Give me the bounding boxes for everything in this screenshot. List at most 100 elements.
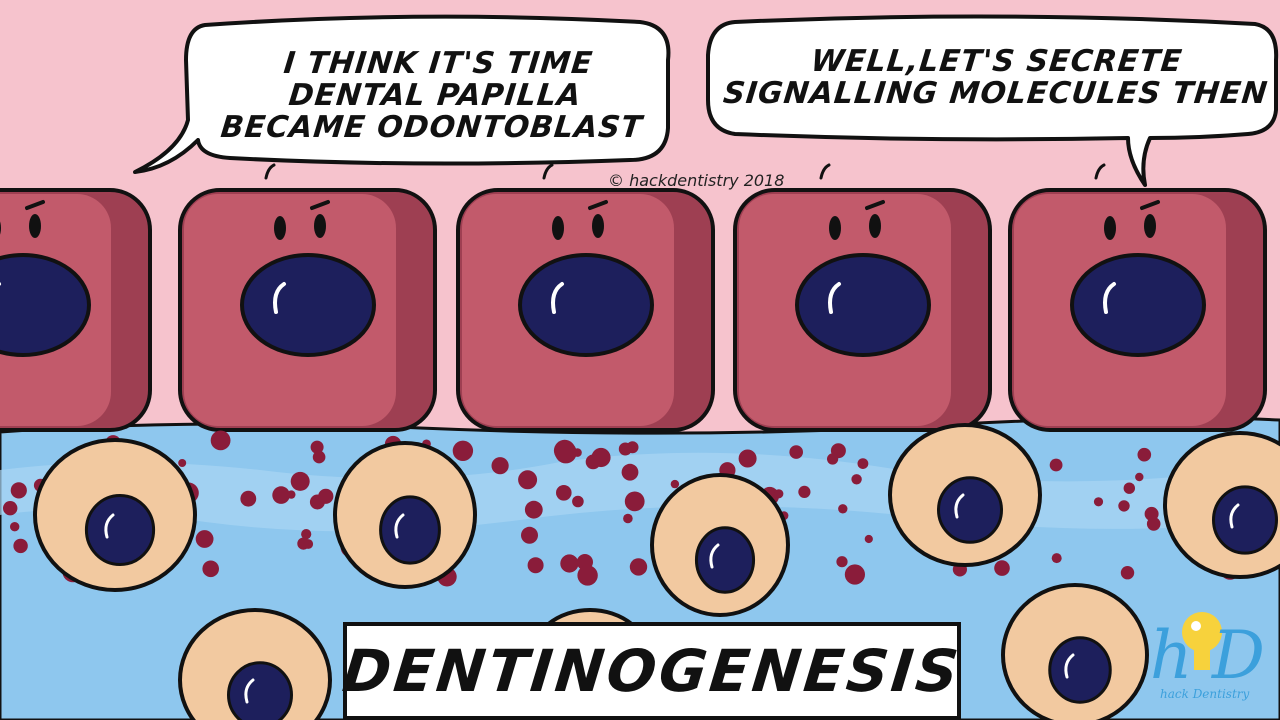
- dental-papilla-cells: [33, 423, 1280, 720]
- signal-molecule-dot: [577, 565, 598, 586]
- hair-tuft: [1094, 163, 1106, 180]
- lightbulb-base-icon: [1194, 650, 1210, 670]
- signal-molecule-dot: [857, 458, 869, 469]
- signal-molecule-dot: [195, 530, 214, 548]
- eye-left: [0, 221, 1, 235]
- signal-molecule-dot: [618, 442, 632, 456]
- signal-molecule-dot: [738, 449, 757, 468]
- nucleus-highlight: [394, 513, 405, 539]
- eyebrow: [310, 200, 330, 210]
- signal-molecule-dot: [1051, 553, 1062, 564]
- signal-molecule-dot: [838, 504, 848, 514]
- signal-molecule-dot: [301, 529, 312, 540]
- papilla-cell: [33, 438, 197, 592]
- hair-tuft: [264, 163, 276, 180]
- copyright-notice: © hackdentistry 2018: [608, 171, 785, 190]
- signal-molecule-dot: [572, 495, 584, 508]
- papilla-cell: [333, 441, 477, 589]
- signal-molecule-dot: [202, 560, 219, 578]
- signal-molecule-dot: [287, 490, 296, 499]
- papilla-nucleus: [694, 526, 756, 594]
- eye-left: [1104, 216, 1116, 240]
- signal-molecule-dot: [1146, 517, 1161, 531]
- signal-molecule-dot: [491, 457, 509, 475]
- signal-molecule-dot: [10, 522, 20, 532]
- signal-molecule-dot: [527, 557, 544, 574]
- lightbulb-highlight-icon: [1191, 621, 1201, 631]
- eyebrow: [25, 200, 45, 210]
- signal-molecule-dot: [851, 474, 862, 485]
- signal-molecule-dot: [1120, 566, 1135, 580]
- signal-molecule-dot: [798, 485, 811, 498]
- nucleus-highlight: [1229, 503, 1240, 529]
- signal-molecule-dot: [994, 560, 1010, 576]
- nucleus-highlight: [709, 543, 720, 569]
- signal-molecule-dot: [524, 500, 543, 519]
- papilla-cell: [178, 608, 332, 720]
- signal-molecule-dot: [670, 479, 680, 489]
- signal-molecule-dot: [297, 537, 310, 550]
- signal-molecule-dot: [240, 490, 257, 507]
- papilla-nucleus: [227, 661, 293, 720]
- speech-right-line-2: SIGNALLING MOLECULES THEN: [721, 76, 1270, 111]
- signal-molecule-dot: [10, 482, 27, 499]
- eye-right: [314, 214, 326, 238]
- lightbulb-icon: [1182, 612, 1222, 652]
- signal-molecule-dot: [13, 538, 28, 554]
- epithelial-cell: [178, 163, 437, 432]
- page-title: DENTINOGENESIS: [339, 637, 965, 705]
- papilla-cell: [1163, 431, 1280, 579]
- signal-molecule-dot: [844, 564, 866, 585]
- papilla-cell: [888, 423, 1042, 567]
- speech-bubble-left: [133, 14, 671, 174]
- eye-left: [552, 216, 564, 240]
- signal-molecule-dot: [272, 486, 290, 504]
- logo-caption: hack Dentistry: [1160, 687, 1250, 701]
- signal-molecule-dot: [629, 558, 648, 576]
- epithelial-cell: [1008, 163, 1267, 432]
- signal-molecule-dot: [518, 470, 538, 490]
- speech-left-line-3: BECAME ODONTOBLAST: [219, 110, 645, 145]
- signal-molecule-dot: [624, 491, 645, 512]
- signal-molecule-dot: [836, 556, 848, 568]
- signal-molecule-dot: [1123, 482, 1136, 494]
- eye-right: [1144, 214, 1156, 238]
- inner-enamel-epithelium-row: [0, 163, 1267, 432]
- signal-molecule-dot: [310, 440, 324, 454]
- epithelial-cell: [0, 188, 152, 432]
- nucleus: [795, 253, 931, 357]
- nucleus: [518, 253, 654, 357]
- eyebrow: [865, 200, 885, 210]
- signal-molecule-dot: [290, 471, 310, 491]
- papilla-cell: [650, 473, 790, 617]
- eye-left: [829, 216, 841, 240]
- eyebrow: [588, 200, 608, 210]
- nucleus-highlight: [273, 282, 286, 314]
- signal-molecule-dot: [312, 450, 326, 464]
- epithelial-cell: [733, 163, 992, 432]
- signal-molecule-dot: [560, 554, 579, 573]
- nucleus-highlight: [1064, 653, 1075, 679]
- signal-molecule-dot: [1118, 500, 1130, 512]
- signal-molecule-dot: [864, 534, 873, 544]
- papilla-nucleus: [1212, 485, 1278, 555]
- papilla-nucleus: [84, 494, 156, 566]
- nucleus-highlight: [1103, 282, 1116, 314]
- eye-left: [274, 216, 286, 240]
- papilla-nucleus: [1048, 636, 1112, 704]
- speech-right-text: WELL,LET'S SECRETE SIGNALLING MOLECULES …: [721, 44, 1270, 111]
- papilla-nucleus: [937, 476, 1003, 544]
- signal-molecule-dot: [1049, 458, 1063, 472]
- hack-dentistry-logo: h D: [1150, 612, 1265, 694]
- signal-molecule-dot: [827, 453, 839, 465]
- signal-molecule-dot: [556, 485, 572, 501]
- signal-molecule-dot: [623, 513, 633, 524]
- hair-tuft: [542, 163, 554, 180]
- signal-molecule-dot: [1135, 472, 1144, 482]
- speech-left-line-2: DENTAL PAPILLA: [286, 78, 584, 113]
- signal-molecule-dot: [553, 439, 576, 462]
- signal-molecule-dot: [1093, 497, 1104, 507]
- nucleus: [1070, 253, 1206, 357]
- nucleus-highlight: [828, 282, 841, 314]
- nucleus: [0, 253, 91, 357]
